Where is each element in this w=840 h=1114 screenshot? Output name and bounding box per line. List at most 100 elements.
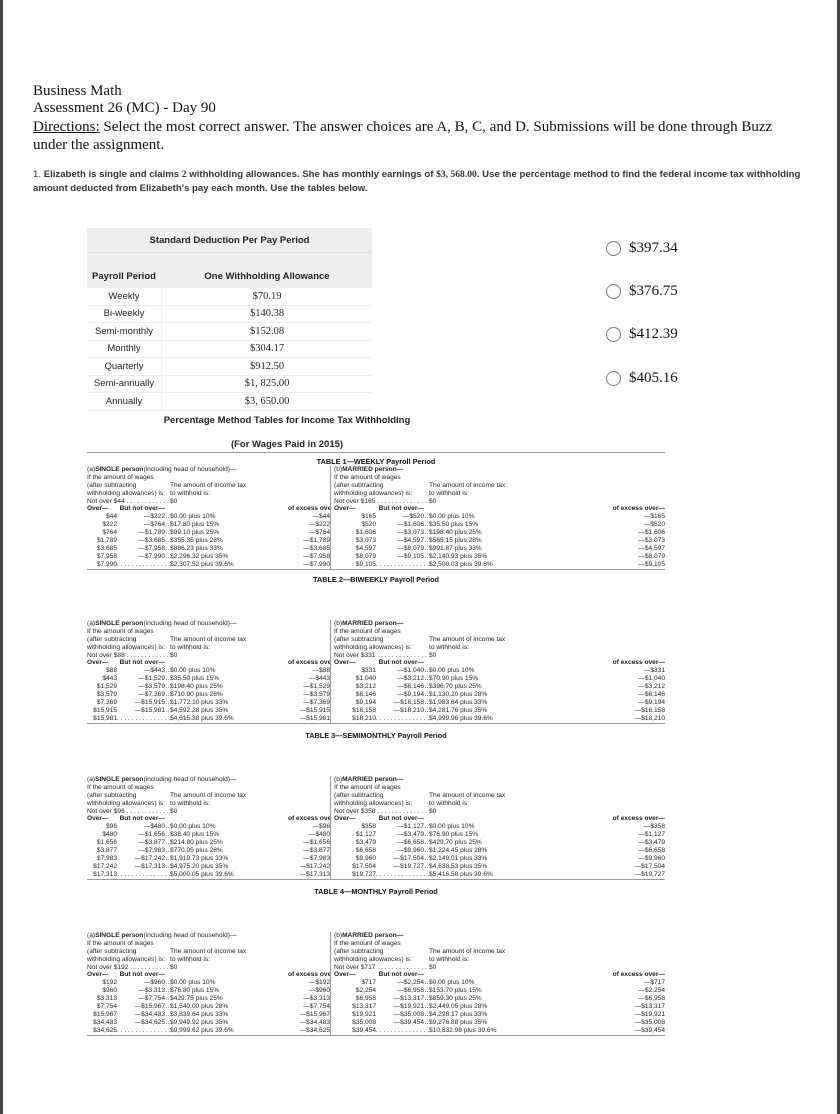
but-not-over-value: —$7,369 bbox=[138, 691, 165, 699]
tax-formula: $198.40 plus 25% bbox=[429, 529, 482, 537]
not-over-threshold: Not over $96 bbox=[87, 807, 125, 815]
over-value: $7,754 bbox=[96, 1003, 117, 1011]
tax-formula: $4,638.53 plus 35% bbox=[429, 862, 488, 870]
bracket-row: $96 —$480.. $0.00 plus 10% —$96 bbox=[87, 823, 330, 831]
bracket-row: $34,625 . . . . . . . . . . . . . . . . … bbox=[87, 1027, 330, 1035]
if-amount-label: If the amount of wages bbox=[87, 473, 154, 481]
standard-deduction-table: Standard Deduction Per Pay Period Payrol… bbox=[87, 228, 372, 411]
std-table-title: Standard Deduction Per Pay Period bbox=[87, 228, 372, 253]
over-header: Over— bbox=[334, 971, 356, 979]
over-value: $7,369 bbox=[96, 698, 117, 706]
zero-tax: $0 bbox=[170, 497, 178, 505]
excess-over-value: —$717 bbox=[643, 979, 665, 987]
choice-label: $376.75 bbox=[629, 283, 678, 299]
over-value: $18,210 bbox=[352, 714, 376, 722]
over-value: $1,789 bbox=[96, 537, 117, 545]
answer-choice-b[interactable]: $376.75 bbox=[606, 283, 678, 300]
excess-over-value: —$44 bbox=[312, 513, 330, 521]
tax-formula: $2,149.01 plus 33% bbox=[429, 854, 488, 862]
radio-button-icon[interactable] bbox=[606, 327, 621, 342]
amount-tax-label: The amount of income tax bbox=[170, 635, 247, 643]
bracket-row: $3,579 —$7,369.. $710.90 plus 28% —$3,579 bbox=[87, 691, 330, 699]
tax-formula: $886.23 plus 33% bbox=[170, 544, 223, 552]
not-over-threshold: Not over $44 bbox=[87, 497, 125, 505]
over-header: Over— bbox=[87, 815, 109, 823]
radio-button-icon[interactable] bbox=[606, 284, 621, 299]
bracket-row: $9,960 —$17,504.. $2,149.01 plus 33% —$9,96… bbox=[334, 855, 665, 863]
zero-tax: $0 bbox=[429, 651, 437, 659]
but-not-over-header: But not over— bbox=[119, 971, 165, 979]
over-value: $35,008 bbox=[352, 1018, 376, 1026]
tax-formula: $4,592.28 plus 35% bbox=[170, 706, 229, 714]
bracket-row: $1,040 —$3,212.. $70.90 plus 15% —$1,040 bbox=[334, 675, 665, 683]
bracket-row: $960 —$3,313.. $76.80 plus 15% —$960 bbox=[87, 987, 330, 995]
if-amount-label: If the amount of wages bbox=[87, 939, 154, 947]
bracket-row: $3,877 —$7,983.. $770.05 plus 28% —$3,877 bbox=[87, 847, 330, 855]
radio-button-icon[interactable] bbox=[606, 371, 621, 386]
amount-tax-label: The amount of income tax bbox=[170, 481, 247, 489]
over-header: Over— bbox=[334, 815, 356, 823]
bracket-row: $1,127 —$3,479.. $76.90 plus 15% —$1,127 bbox=[334, 831, 665, 839]
if-amount-label: If the amount of wages bbox=[87, 783, 154, 791]
excess-over-value: —$6,958 bbox=[638, 995, 665, 1003]
tax-formula: $214.80 plus 25% bbox=[170, 839, 223, 847]
bracket-row: $6,146 —$9,194.. $1,130.20 plus 28% —$6,146 bbox=[334, 691, 665, 699]
to-withhold-label: to withhold is: bbox=[170, 955, 210, 963]
bracket-row: $16,158 —$18,210.. $4,281.76 plus 35% —$16,… bbox=[334, 707, 665, 715]
answer-choice-d[interactable]: $405.16 bbox=[606, 370, 678, 387]
excess-over-value: —$35,008 bbox=[634, 1018, 665, 1026]
but-not-over-value: —$3,685 bbox=[138, 537, 165, 545]
question-text-c: . Use the percentage method to find the … bbox=[33, 169, 801, 194]
bracket-row: $7,990 . . . . . . . . . . . . . . . . .… bbox=[87, 561, 330, 569]
over-value: $960 bbox=[102, 987, 117, 995]
excess-over-value: —$39,454 bbox=[634, 1026, 665, 1034]
tax-formula: $2,307.52 plus 39.6% bbox=[170, 560, 234, 568]
tax-formula: $76.90 plus 15% bbox=[429, 831, 479, 839]
bracket-row: $44 —$222.. $0.00 plus 10% —$44 bbox=[87, 513, 330, 521]
excess-over-value: —$18,210 bbox=[634, 714, 665, 722]
over-value: $9,105 bbox=[355, 560, 376, 568]
tax-formula: $5,000.05 plus 39.6% bbox=[170, 870, 234, 878]
but-not-over-value: —$1,656 bbox=[138, 831, 165, 839]
answer-choice-c[interactable]: $412.39 bbox=[606, 326, 678, 343]
single-section: (a) SINGLE person (including head of hou… bbox=[87, 776, 330, 878]
answer-choice-a[interactable]: $397.34 bbox=[606, 240, 678, 257]
but-not-over-value: —$3,073 bbox=[397, 529, 424, 537]
over-value: $6,146 bbox=[355, 691, 376, 699]
but-not-over-value: —$9,105 bbox=[397, 552, 424, 560]
std-row: Semi-annually $1, 825.00 bbox=[87, 375, 372, 393]
to-withhold-label: to withhold is: bbox=[170, 799, 210, 807]
zero-tax: $0 bbox=[429, 807, 437, 815]
but-not-over-value: —$9,960 bbox=[397, 847, 424, 855]
tax-formula: $0.00 plus 10% bbox=[170, 979, 216, 987]
over-value: $44 bbox=[105, 513, 117, 521]
tax-formula: $0.00 plus 10% bbox=[429, 513, 475, 521]
after-subtracting-label: (after subtracting bbox=[87, 481, 137, 489]
bracket-row: $222 —$764.. $17.80 plus 15% —$222 bbox=[87, 521, 330, 529]
over-value: $9,960 bbox=[355, 854, 376, 862]
bracket-row: $358 —$1,127.. $0.00 plus 10% —$358 bbox=[334, 823, 665, 831]
tax-formula: $35.50 plus 15% bbox=[170, 675, 220, 683]
bracket-row: $9,194 —$16,158.. $1,983.64 plus 33% —$9,19… bbox=[334, 699, 665, 707]
over-value: $1,040 bbox=[355, 675, 376, 683]
not-over-threshold: Not over $88 bbox=[87, 651, 125, 659]
excess-over-value: —$1,606 bbox=[638, 529, 665, 537]
but-not-over-value: —$15,915 bbox=[134, 698, 165, 706]
to-withhold-label: to withhold is: bbox=[429, 799, 469, 807]
but-not-over-value: —$3,212 bbox=[397, 675, 424, 683]
bracket-row: $15,967 —$34,483.. $3,839.64 plus 33% —$15,… bbox=[87, 1011, 330, 1019]
single-heading-prefix: (a) bbox=[87, 776, 96, 783]
bracket-row: $34,483 —$34,625.. $9,949.92 plus 35% —$34,… bbox=[87, 1019, 330, 1027]
but-not-over-header: But not over— bbox=[119, 505, 165, 513]
but-not-over-value: —$34,625 bbox=[134, 1018, 165, 1026]
excess-over-value: —$9,194 bbox=[638, 698, 665, 706]
radio-button-icon[interactable] bbox=[606, 241, 621, 256]
payroll-period: Bi-weekly bbox=[87, 305, 162, 322]
zero-tax: $0 bbox=[170, 651, 178, 659]
over-value: $6,958 bbox=[355, 995, 376, 1003]
bracket-row: $35,008 —$39,454.. $9,276.88 plus 35% —$35,… bbox=[334, 1019, 665, 1027]
excess-over-value: —$7,983 bbox=[303, 854, 330, 862]
but-not-over-value: —$13,317 bbox=[393, 995, 424, 1003]
but-not-over-value: —$7,983 bbox=[138, 847, 165, 855]
allowance-amount: $1, 825.00 bbox=[244, 378, 290, 390]
